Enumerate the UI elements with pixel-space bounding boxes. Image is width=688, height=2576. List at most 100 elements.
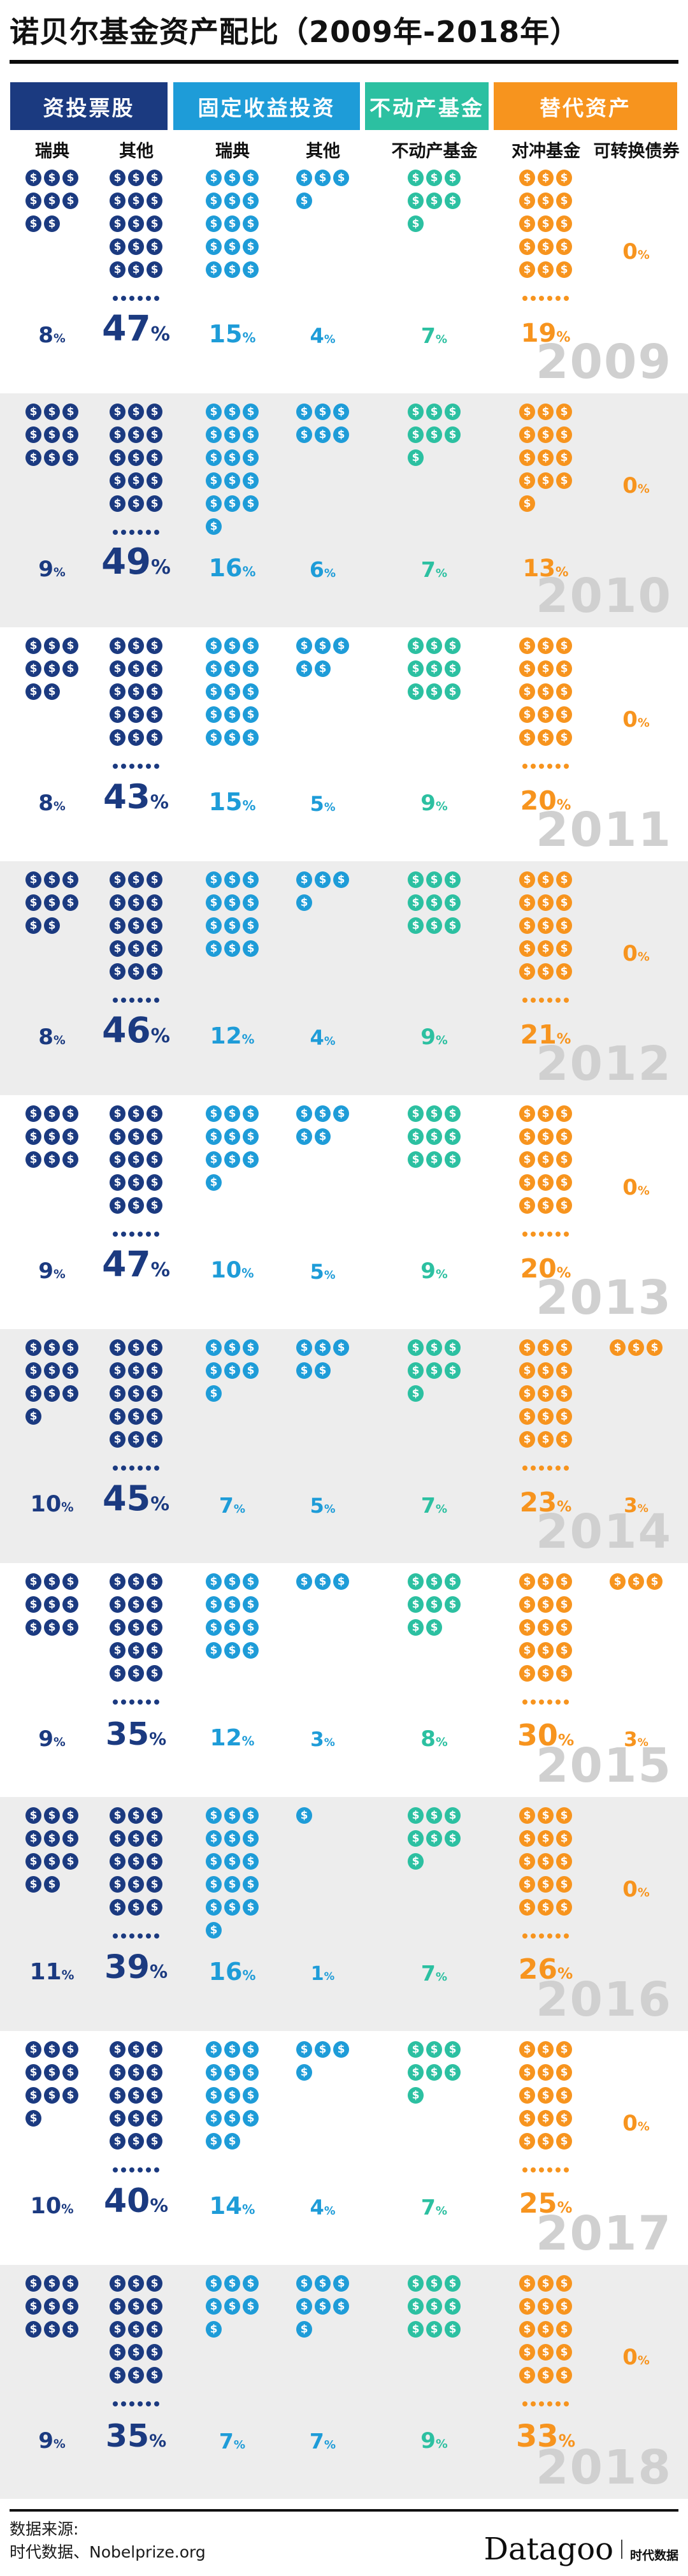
dollar-coin-icon: $ xyxy=(62,2275,78,2292)
percent-label: 33% xyxy=(500,2421,591,2452)
dollar-coin-icon: $ xyxy=(147,1830,162,1847)
dollar-coin-icon: $ xyxy=(224,426,240,443)
dollar-coin-icon: $ xyxy=(538,2344,554,2361)
coin-grid: $ $ $ $ $ $ $ $ $ $ xyxy=(206,1105,260,1191)
dollar-coin-icon: $ xyxy=(206,1339,222,1356)
ellipsis-dots-icon xyxy=(110,296,162,301)
dollar-coin-icon: $ xyxy=(25,193,41,209)
dollar-coin-icon: $ xyxy=(538,238,554,255)
dollar-coin-icon: $ xyxy=(62,449,78,466)
dollar-coin-icon: $ xyxy=(44,1339,60,1356)
dollar-coin-icon: $ xyxy=(128,1431,144,1448)
dollar-coin-icon: $ xyxy=(556,238,572,255)
dollar-coin-icon: $ xyxy=(556,1362,572,1379)
category-bar-real-estate: 不动产基金 xyxy=(365,82,489,130)
dollar-coin-icon: $ xyxy=(296,871,312,888)
dollar-coin-icon: $ xyxy=(519,1431,535,1448)
percent-value: 25 xyxy=(519,2188,557,2220)
dollar-coin-icon: $ xyxy=(110,1830,125,1847)
percent-label: 20% xyxy=(500,1256,591,1282)
dollar-coin-icon: $ xyxy=(128,1339,144,1356)
dollar-coin-icon: $ xyxy=(556,449,572,466)
dollar-coin-icon: $ xyxy=(25,1362,41,1379)
dollar-coin-icon: $ xyxy=(206,495,222,512)
dollar-coin-icon: $ xyxy=(408,2041,424,2058)
dollar-coin-icon: $ xyxy=(206,170,222,186)
dollar-coin-icon: $ xyxy=(206,660,222,677)
header: 诺贝尔基金资产配比（2009年-2018年） 资投票股 固定收益投资 不动产基金… xyxy=(0,0,688,161)
dollar-coin-icon: $ xyxy=(426,170,442,186)
percent-label: 7% xyxy=(277,2431,368,2452)
dollar-coin-icon: $ xyxy=(519,637,535,654)
dollar-coin-icon: $ xyxy=(426,1807,442,1824)
dollar-coin-icon: $ xyxy=(128,706,144,723)
dollar-coin-icon: $ xyxy=(206,2321,222,2338)
dollar-coin-icon: $ xyxy=(110,238,125,255)
percent-sign: % xyxy=(435,1034,448,1047)
dollar-coin-icon: $ xyxy=(408,449,424,466)
percent-sign: % xyxy=(150,1493,169,1515)
dollar-coin-icon: $ xyxy=(243,2064,259,2081)
dollar-coin-icon: $ xyxy=(62,2087,78,2104)
percent-label: 3% xyxy=(591,1730,682,1750)
coin-grid: $ $ $ $ $ $ $ $ $ $ $ $ $ $ $ xyxy=(519,1573,573,1682)
dollar-coin-icon: $ xyxy=(110,917,125,934)
dollar-coin-icon: $ xyxy=(445,1151,461,1168)
dollar-coin-icon: $ xyxy=(408,1807,424,1824)
dollar-coin-icon: $ xyxy=(243,215,259,232)
dollar-coin-icon: $ xyxy=(128,170,144,186)
dollar-coin-icon: $ xyxy=(556,426,572,443)
percent-sign: % xyxy=(53,332,66,346)
dollar-coin-icon: $ xyxy=(556,1105,572,1122)
dollar-coin-icon: $ xyxy=(556,1853,572,1870)
percent-label: 35% xyxy=(90,2420,182,2452)
percent-value: 5 xyxy=(310,1260,324,1284)
dollar-coin-icon: $ xyxy=(110,637,125,654)
dollar-coin-icon: $ xyxy=(519,2344,535,2361)
dollar-coin-icon: $ xyxy=(62,1573,78,1590)
percent-value: 9 xyxy=(38,1726,54,1752)
dollar-coin-icon: $ xyxy=(128,917,144,934)
brand-wordmark: Datagoo xyxy=(484,2531,613,2567)
dollar-coin-icon: $ xyxy=(25,1128,41,1145)
dollar-coin-icon: $ xyxy=(128,404,144,420)
dollar-coin-icon: $ xyxy=(128,1408,144,1425)
dollar-coin-icon: $ xyxy=(224,2064,240,2081)
coin-grid: $ $ $ $ $ $ $ xyxy=(206,2275,260,2338)
dollar-coin-icon: $ xyxy=(147,2321,162,2338)
dollar-coin-icon: $ xyxy=(147,1642,162,1659)
percent-value: 26 xyxy=(518,1953,557,1986)
dollar-coin-icon: $ xyxy=(206,1899,222,1916)
year-block-2010: $ $ $ $ $ $ $ $ $9% $ $ $ $ $ $ $ $ $ $ $ $ $ $ $49% $ $ $ $ $ $ $ $ $ $ $… xyxy=(0,393,688,627)
ellipsis-dots-icon xyxy=(110,1232,162,1237)
percent-sign: % xyxy=(53,2438,66,2451)
brand-logo: Datagoo 时代数据 xyxy=(484,2534,678,2565)
dollar-coin-icon: $ xyxy=(243,472,259,489)
percent-label: 15% xyxy=(187,322,278,346)
dollar-coin-icon: $ xyxy=(408,193,424,209)
percent-label: 0% xyxy=(591,2113,682,2134)
dollar-coin-icon: $ xyxy=(556,963,572,980)
year-block-2016: $ $ $ $ $ $ $ $ $ $ $11% $ $ $ $ $ $ $ $ $ $ $ $ $ $ $39% $ $ $ $ $ $ $ $… xyxy=(0,1797,688,2031)
dollar-coin-icon: $ xyxy=(519,1899,535,1916)
dollar-coin-icon: $ xyxy=(44,894,60,911)
dollar-coin-icon: $ xyxy=(224,683,240,700)
dollar-coin-icon: $ xyxy=(128,1899,144,1916)
dollar-coin-icon: $ xyxy=(556,1385,572,1402)
dollar-coin-icon: $ xyxy=(243,404,259,420)
coin-grid: $ $ $ $ $ $ $ $ xyxy=(408,1573,462,1636)
coin-grid: $ $ $ xyxy=(610,1339,664,1356)
dollar-coin-icon: $ xyxy=(243,1642,259,1659)
dollar-coin-icon: $ xyxy=(538,1339,554,1356)
dollar-coin-icon: $ xyxy=(206,894,222,911)
dollar-coin-icon: $ xyxy=(519,2275,535,2292)
dollar-coin-icon: $ xyxy=(128,1362,144,1379)
dollar-coin-icon: $ xyxy=(628,1573,644,1590)
year-label: 2010 xyxy=(536,569,672,623)
dollar-coin-icon: $ xyxy=(224,449,240,466)
column-label-convertible: 可转换债券 xyxy=(593,142,680,161)
dollar-coin-icon: $ xyxy=(426,404,442,420)
year-block-2013: $ $ $ $ $ $ $ $ $9% $ $ $ $ $ $ $ $ $ $ $ $ $ $ $47% $ $ $ $ $ $ $ $ $ $1… xyxy=(0,1095,688,1329)
dollar-coin-icon: $ xyxy=(110,894,125,911)
dollar-coin-icon: $ xyxy=(25,1807,41,1824)
